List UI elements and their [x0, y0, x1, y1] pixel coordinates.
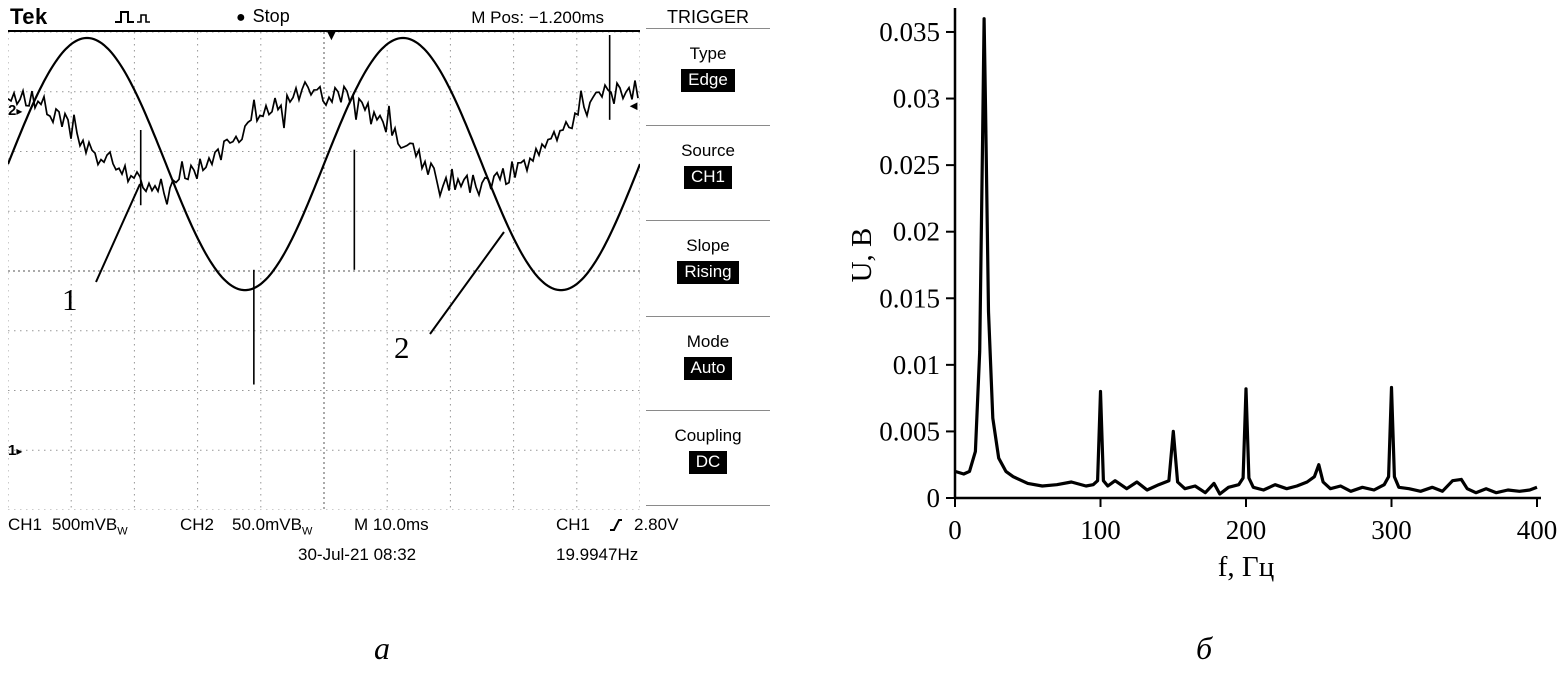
- noisy-trace: [8, 80, 639, 205]
- y-axis-label: U, В: [846, 228, 878, 283]
- trigger-source-value: CH1: [683, 166, 732, 189]
- trigger-menu: TRIGGER Type Edge Source CH1 Slope Risin…: [644, 4, 772, 510]
- y-tick-label: 0.02: [893, 217, 940, 247]
- spectrum-canvas: 0 0.005 0.01 0.015 0.02 0.025 0.03 0.035 0 100 200…: [846, 8, 1558, 583]
- trigger-source-label: Source: [681, 141, 735, 160]
- leader-line: [95, 183, 141, 283]
- right-arrow-icon: ▸: [16, 104, 23, 118]
- subfigure-caption-a: а: [374, 630, 390, 666]
- x-tick-label: 0: [948, 515, 962, 545]
- trigger-slope-label: Slope: [686, 236, 730, 255]
- trigger-level-marker-icon: ◄: [627, 98, 640, 113]
- rising-edge-icon: [610, 519, 622, 531]
- trigger-mode-value: Auto: [683, 357, 733, 380]
- trigger-type-item: Type Edge: [644, 44, 772, 92]
- ch2-label: CH2: [180, 515, 215, 534]
- subfigure-caption-b: б: [1196, 630, 1213, 666]
- acquisition-waveform-icon: [115, 11, 150, 23]
- menu-divider: [646, 316, 770, 317]
- spectrum-curve: [954, 17, 1538, 496]
- trigger-mode-label: Mode: [686, 332, 730, 351]
- menu-divider: [646, 505, 770, 506]
- callout-label-1: 1: [62, 282, 78, 317]
- y-tick-label: 0.025: [879, 150, 940, 180]
- spectrum-chart: 0 0.005 0.01 0.015 0.02 0.025 0.03 0.035 0 100 200…: [845, 0, 1561, 604]
- timebase-readout: M 10.0ms: [354, 515, 429, 534]
- x-tick-label: 400: [1517, 515, 1558, 545]
- channel2-position-marker: 2▸: [8, 102, 22, 119]
- trigger-coupling-label: Coupling: [674, 426, 742, 445]
- tek-logo: Tek: [10, 4, 48, 29]
- trigger-slope-value: Rising: [677, 261, 739, 284]
- trigger-source-item: Source CH1: [644, 141, 772, 189]
- trigger-frequency-readout: 19.9947Hz: [556, 545, 639, 564]
- acquisition-status-text: Stop: [252, 6, 290, 26]
- trigger-type-label: Type: [689, 44, 727, 63]
- scope-graticule-canvas: [8, 32, 640, 510]
- trigger-menu-title: TRIGGER: [666, 7, 749, 27]
- x-tick-label: 300: [1371, 515, 1412, 545]
- menu-divider: [646, 410, 770, 411]
- acquisition-status: ● Stop: [236, 6, 290, 27]
- trigger-type-value: Edge: [681, 69, 735, 92]
- ch1-scale: 500mVBW: [52, 515, 128, 537]
- ch1-scale-text: 500mVB: [52, 515, 118, 534]
- menu-divider: [646, 125, 770, 126]
- ch2-scale: 50.0mVBW: [232, 515, 312, 537]
- trigger-coupling-item: Coupling DC: [644, 426, 772, 474]
- scope-readout-row: CH1 500mVBW CH2 50.0mVBW M 10.0ms CH1 2.…: [8, 515, 774, 539]
- trigger-level-readout: 2.80V: [634, 515, 679, 534]
- x-tick-label: 200: [1226, 515, 1267, 545]
- bw-limit-subscript: W: [117, 525, 128, 538]
- trigger-source-readout: CH1: [556, 515, 591, 534]
- trigger-position-marker-icon: ▼: [324, 27, 339, 44]
- y-tick-label: 0.03: [893, 84, 940, 114]
- ch2-scale-text: 50.0mVB: [232, 515, 302, 534]
- channel2-number: 2: [8, 102, 17, 119]
- right-arrow-icon: ▸: [16, 444, 23, 458]
- horizontal-position-readout: M Pos: −1.200ms: [471, 8, 604, 27]
- y-tick-label: 0: [927, 483, 941, 513]
- y-tick-label: 0.035: [879, 17, 940, 47]
- menu-divider: [646, 220, 770, 221]
- stop-icon: ●: [236, 9, 246, 26]
- trigger-coupling-value: DC: [688, 451, 728, 474]
- y-tick-label: 0.015: [879, 283, 940, 313]
- channel1-number: 1: [8, 442, 17, 459]
- oscilloscope-screen: Tek ● Stop M Pos: −1.200ms ▼ ◄ 2▸ 1▸ 1 2 …: [8, 4, 774, 570]
- ch1-label: CH1: [8, 515, 43, 534]
- leader-line: [429, 231, 505, 335]
- x-tick-label: 100: [1080, 515, 1121, 545]
- trigger-mode-item: Mode Auto: [644, 332, 772, 380]
- callout-label-2: 2: [394, 330, 410, 365]
- scope-top-bar: Tek ● Stop M Pos: −1.200ms: [8, 4, 640, 32]
- x-axis-label: f, Гц: [1218, 551, 1274, 583]
- y-tick-label: 0.005: [879, 416, 940, 446]
- sine-trace: [8, 36, 640, 292]
- trigger-slope-item: Slope Rising: [644, 236, 772, 284]
- y-tick-label: 0.01: [893, 350, 940, 380]
- scope-datetime-row: 30-Jul-21 08:32 19.9947Hz: [8, 545, 774, 569]
- bw-limit-subscript: W: [301, 525, 313, 538]
- menu-divider: [646, 28, 770, 29]
- datetime-readout: 30-Jul-21 08:32: [298, 545, 417, 564]
- scope-display: ▼ ◄ 2▸ 1▸ 1 2: [8, 27, 640, 510]
- channel1-position-marker: 1▸: [8, 442, 22, 459]
